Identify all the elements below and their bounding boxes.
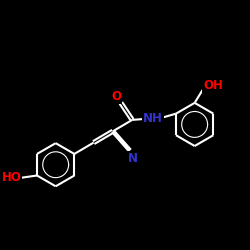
Text: HO: HO: [2, 171, 21, 184]
Text: OH: OH: [203, 79, 223, 92]
Text: NH: NH: [143, 112, 163, 125]
Text: N: N: [128, 152, 138, 165]
Text: O: O: [111, 90, 121, 102]
